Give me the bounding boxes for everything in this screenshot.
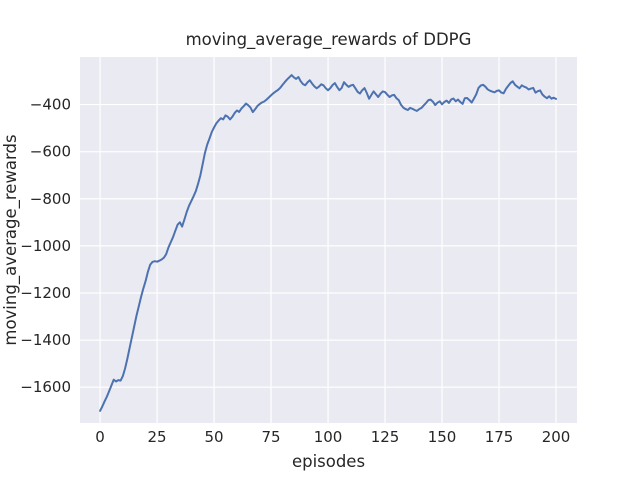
x-tick-label: 200 <box>542 428 571 446</box>
y-tick-label: −1000 <box>20 237 71 255</box>
x-tick-label: 0 <box>95 428 105 446</box>
x-axis-ticks: 0 25 50 75 100 125 150 175 200 <box>95 428 570 446</box>
y-tick-label: −800 <box>30 190 71 208</box>
y-tick-label: −1200 <box>20 284 71 302</box>
y-tick-label: −1400 <box>20 331 71 349</box>
x-tick-label: 125 <box>371 428 400 446</box>
x-tick-label: 25 <box>148 428 167 446</box>
series-line-moving_average_rewards <box>99 74 557 412</box>
chart-title: moving_average_rewards of DDPG <box>186 30 472 50</box>
x-tick-label: 75 <box>262 428 281 446</box>
x-tick-label: 150 <box>428 428 457 446</box>
data-series <box>99 74 557 412</box>
x-tick-label: 50 <box>205 428 224 446</box>
y-axis-ticks: −400 −600 −800 −1000 −1200 −1400 −1600 <box>20 96 71 397</box>
y-tick-label: −400 <box>30 96 71 114</box>
x-tick-label: 175 <box>485 428 514 446</box>
y-tick-label: −1600 <box>20 378 71 396</box>
y-tick-label: −600 <box>30 143 71 161</box>
y-axis-label: moving_average_rewards <box>1 134 21 345</box>
gridlines <box>80 57 577 423</box>
x-tick-label: 100 <box>314 428 343 446</box>
x-axis-label: episodes <box>292 452 365 471</box>
